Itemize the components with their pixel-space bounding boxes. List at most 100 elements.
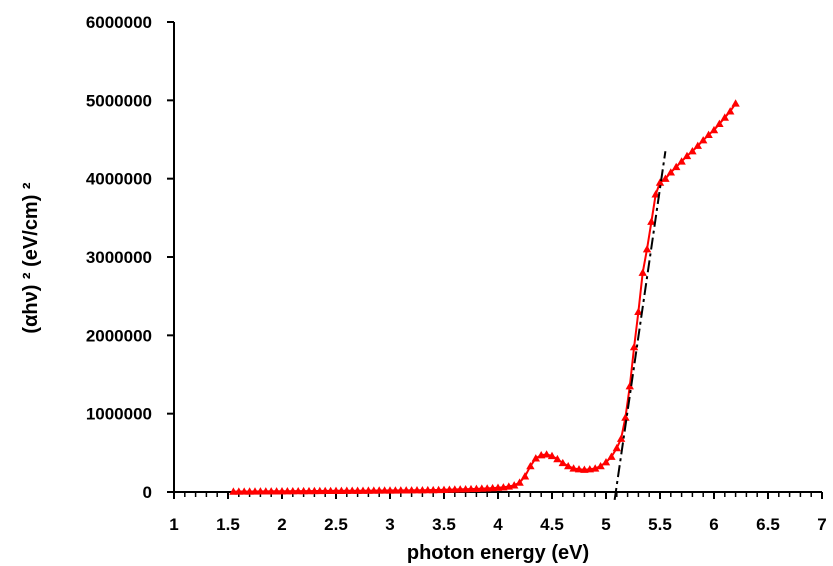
data-point-marker xyxy=(477,484,486,492)
y-tick-label: 1000000 xyxy=(86,405,152,424)
fit-line xyxy=(613,151,667,500)
data-point-marker xyxy=(245,487,254,495)
data-point-marker xyxy=(520,472,530,480)
data-point-marker xyxy=(677,157,686,165)
data-point-marker xyxy=(310,486,319,495)
data-point-marker xyxy=(651,190,660,198)
data-point-marker xyxy=(407,486,416,494)
data-point-marker xyxy=(294,486,303,495)
data-point-marker xyxy=(647,217,656,225)
y-tick-label: 2000000 xyxy=(86,326,152,345)
x-axis-title: photon energy (eV) xyxy=(407,542,589,564)
data-point-marker xyxy=(720,113,729,121)
data-point-marker xyxy=(277,487,287,495)
data-point-marker xyxy=(591,464,600,472)
data-point-marker xyxy=(564,461,573,470)
data-point-marker xyxy=(661,174,670,182)
data-point-marker xyxy=(402,486,411,494)
data-point-marker xyxy=(569,464,578,472)
data-point-marker xyxy=(726,107,735,115)
data-point-marker xyxy=(461,484,470,493)
x-tick-label: 2 xyxy=(277,515,286,534)
data-point-marker xyxy=(234,487,243,495)
data-point-marker xyxy=(574,465,584,473)
y-ticks xyxy=(167,21,174,493)
data-point-marker xyxy=(412,485,422,494)
data-point-marker xyxy=(547,451,557,460)
data-point-marker xyxy=(391,486,400,494)
data-point-marker xyxy=(553,454,562,463)
data-point-marker xyxy=(299,486,308,495)
data-point-marker xyxy=(642,244,652,253)
data-point-marker xyxy=(439,485,449,493)
data-point-marker xyxy=(326,486,335,495)
plot-area: 1 1.5 2 2.5 3 3.5 4 4.5 5 5.5 6 6.5 7 0 1000000 200000… xyxy=(86,13,827,534)
x-tick-label: 7 xyxy=(817,515,826,534)
data-point-marker xyxy=(629,342,639,351)
data-point-marker xyxy=(601,458,611,466)
data-point-marker xyxy=(304,486,314,495)
data-point-marker xyxy=(348,486,357,494)
data-point-marker xyxy=(693,141,702,149)
data-point-marker xyxy=(688,147,697,155)
data-point-marker xyxy=(715,119,724,127)
data-point-marker xyxy=(385,486,395,494)
data-point-marker xyxy=(596,461,605,470)
series-line xyxy=(233,102,737,493)
y-tick-label: 0 xyxy=(143,483,152,502)
data-point-marker xyxy=(466,484,476,493)
x-tick-label: 1.5 xyxy=(216,515,240,534)
data-point-marker xyxy=(616,434,626,442)
x-tick-label: 3 xyxy=(385,515,394,534)
data-point-marker xyxy=(472,484,481,493)
data-point-marker xyxy=(331,486,341,494)
data-point-marker xyxy=(531,454,540,462)
data-point-marker xyxy=(353,486,362,494)
x-tick-label: 6 xyxy=(709,515,718,534)
data-point-marker xyxy=(699,136,708,144)
y-tick-labels: 0 1000000 2000000 3000000 4000000 5000000 6000… xyxy=(86,13,152,502)
y-tick-label: 3000000 xyxy=(86,248,152,267)
y-tick-label: 6000000 xyxy=(86,13,152,32)
data-point-marker xyxy=(515,478,524,486)
data-point-marker xyxy=(267,487,276,495)
x-tick-label: 6.5 xyxy=(756,515,780,534)
data-point-marker xyxy=(450,485,459,493)
data-point-marker xyxy=(638,268,647,276)
y-tick-label: 4000000 xyxy=(86,170,152,189)
data-point-marker xyxy=(666,168,675,176)
data-point-marker xyxy=(510,481,519,489)
y-axis-title: (αhν) ² (eV/cm) ² xyxy=(20,182,42,334)
data-point-marker xyxy=(423,485,432,494)
data-point-marker xyxy=(240,487,249,495)
x-tick-label: 5.5 xyxy=(648,515,672,534)
y-tick-label: 5000000 xyxy=(86,91,152,110)
x-tick-label: 3.5 xyxy=(432,515,456,534)
data-point-marker xyxy=(709,125,719,134)
data-point-marker xyxy=(337,486,346,494)
data-point-marker xyxy=(682,151,692,160)
data-point-marker xyxy=(315,486,324,495)
x-tick-label: 5 xyxy=(601,515,610,534)
data-point-marker xyxy=(364,486,373,494)
data-point-marker xyxy=(369,486,378,494)
data-point-marker xyxy=(526,461,535,470)
data-point-marker xyxy=(704,130,713,138)
data-point-marker xyxy=(272,487,281,495)
x-tick-label: 1 xyxy=(169,515,178,534)
data-point-marker xyxy=(542,450,551,458)
data-point-marker xyxy=(256,487,265,495)
data-point-marker xyxy=(229,487,238,495)
data-point-marker xyxy=(283,487,292,495)
data-point-marker xyxy=(375,486,384,494)
data-point-marker xyxy=(625,382,634,390)
x-tick-labels: 1 1.5 2 2.5 3 3.5 4 4.5 5 5.5 6 6.5 7 xyxy=(169,515,826,534)
data-point-marker xyxy=(288,486,297,495)
data-point-marker xyxy=(418,485,427,494)
data-point-marker xyxy=(250,487,260,495)
data-point-marker xyxy=(621,413,630,421)
data-point-marker xyxy=(434,485,443,494)
data-point-marker xyxy=(342,486,351,494)
data-point-marker xyxy=(321,486,330,495)
